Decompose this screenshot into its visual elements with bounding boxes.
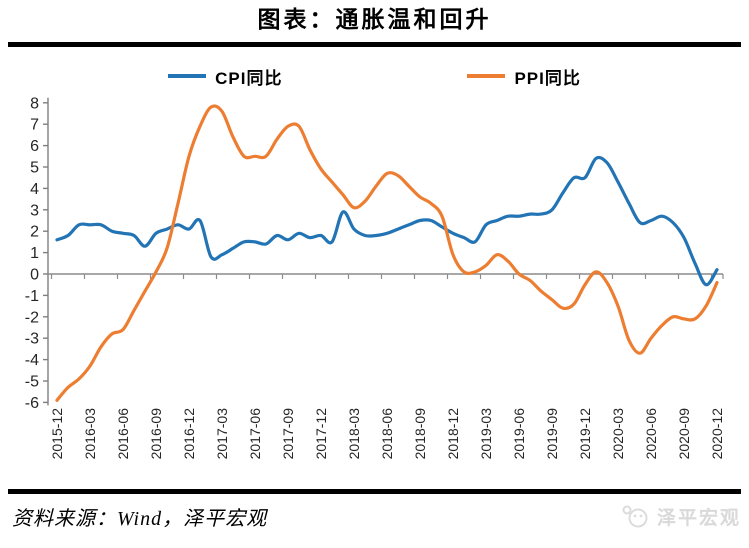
legend-label-ppi: PPI同比 bbox=[514, 68, 581, 88]
svg-text:2020-09: 2020-09 bbox=[676, 408, 692, 460]
page-title: 图表：通胀温和回升 bbox=[257, 7, 492, 32]
svg-text:2018-03: 2018-03 bbox=[346, 408, 362, 460]
ppi-line-swatch bbox=[467, 74, 506, 78]
svg-text:2019-09: 2019-09 bbox=[544, 408, 560, 460]
svg-text:2017-03: 2017-03 bbox=[214, 408, 230, 460]
cpi-line-swatch bbox=[168, 74, 207, 78]
source-note: 资料来源：Wind，泽平宏观 bbox=[12, 507, 268, 530]
watermark: 泽平宏观 bbox=[621, 503, 741, 530]
svg-text:0: 0 bbox=[30, 267, 39, 284]
svg-text:-6: -6 bbox=[25, 395, 39, 412]
svg-text:2016-12: 2016-12 bbox=[181, 408, 197, 460]
svg-text:3: 3 bbox=[30, 202, 39, 219]
bottom-divider bbox=[8, 489, 741, 494]
svg-text:2018-06: 2018-06 bbox=[379, 408, 395, 460]
svg-text:2019-12: 2019-12 bbox=[577, 408, 593, 460]
svg-text:-4: -4 bbox=[25, 352, 39, 369]
svg-text:2019-03: 2019-03 bbox=[478, 408, 494, 460]
svg-text:-5: -5 bbox=[25, 374, 39, 391]
svg-text:2020-03: 2020-03 bbox=[610, 408, 626, 460]
svg-text:1: 1 bbox=[30, 245, 39, 262]
svg-text:2017-12: 2017-12 bbox=[313, 408, 329, 460]
svg-text:8: 8 bbox=[30, 95, 39, 112]
svg-text:4: 4 bbox=[30, 181, 39, 198]
line-chart: 8 7 6 5 4 3 2 1 0 -1 -2 -3 -4 -5 -6 2015-12 2016-03 2016-… bbox=[0, 92, 749, 484]
svg-text:2016-09: 2016-09 bbox=[148, 408, 164, 460]
svg-text:2018-12: 2018-12 bbox=[445, 408, 461, 460]
legend-item-ppi: PPI同比 bbox=[467, 64, 580, 89]
chart-legend: CPI同比 PPI同比 bbox=[0, 63, 749, 89]
svg-text:2020-12: 2020-12 bbox=[709, 408, 725, 460]
svg-text:5: 5 bbox=[30, 160, 39, 177]
svg-text:-1: -1 bbox=[25, 288, 39, 305]
svg-text:7: 7 bbox=[30, 117, 39, 134]
svg-text:-3: -3 bbox=[25, 331, 39, 348]
watermark-label: 泽平宏观 bbox=[656, 507, 741, 529]
top-divider bbox=[8, 42, 741, 47]
legend-item-cpi: CPI同比 bbox=[168, 64, 282, 89]
svg-text:2018-09: 2018-09 bbox=[412, 408, 428, 460]
footer: 资料来源：Wind，泽平宏观 泽平宏观 bbox=[0, 499, 749, 533]
svg-text:2015-12: 2015-12 bbox=[49, 408, 65, 460]
svg-text:2016-06: 2016-06 bbox=[115, 408, 131, 460]
svg-text:2016-03: 2016-03 bbox=[82, 408, 98, 460]
svg-text:2017-06: 2017-06 bbox=[247, 408, 263, 460]
panda-logo-icon bbox=[622, 505, 648, 528]
svg-text:2019-06: 2019-06 bbox=[511, 408, 527, 460]
chart-plot-area: 8 7 6 5 4 3 2 1 0 -1 -2 -3 -4 -5 -6 2015-12 2016-03 2016-… bbox=[25, 95, 725, 460]
svg-text:2017-09: 2017-09 bbox=[280, 408, 296, 460]
svg-text:-2: -2 bbox=[25, 309, 39, 326]
svg-text:2020-06: 2020-06 bbox=[643, 408, 659, 460]
legend-label-cpi: CPI同比 bbox=[215, 68, 283, 88]
svg-text:6: 6 bbox=[30, 138, 39, 155]
svg-text:2: 2 bbox=[30, 224, 39, 241]
